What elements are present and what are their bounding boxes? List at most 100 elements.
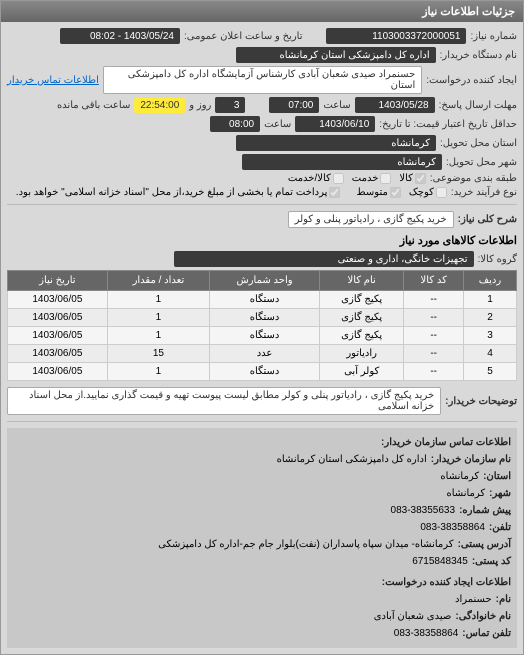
bi-name: حسنمراد bbox=[455, 591, 492, 608]
deadline-time: 07:00 bbox=[269, 97, 319, 113]
row-need-title: شرح کلی نیاز: خرید پکیج گازی ، رادیاتور … bbox=[7, 211, 517, 228]
need-title-value: خرید پکیج گازی ، رادیاتور پنلی و کولر bbox=[288, 211, 454, 228]
group-value: تجهیزات خانگی، اداری و صنعتی bbox=[174, 251, 474, 267]
need-title-label: شرح کلی نیاز: bbox=[458, 214, 517, 225]
days-label: روز و bbox=[189, 100, 211, 111]
bi-tel-label: تلفن: bbox=[489, 519, 511, 536]
contact-link[interactable]: اطلاعات تماس خریدار bbox=[7, 75, 99, 86]
table-cell: -- bbox=[404, 327, 464, 345]
validity-date: 1403/06/10 bbox=[295, 116, 375, 132]
goods-table: ردیفکد کالانام کالاواحد شمارشتعداد / مقد… bbox=[7, 270, 517, 381]
province-label: استان محل تحویل: bbox=[440, 138, 517, 149]
cb-small[interactable]: کوچک bbox=[409, 187, 447, 198]
table-cell: 1 bbox=[463, 291, 516, 309]
table-cell: 1403/06/05 bbox=[8, 309, 108, 327]
row-subject-category: طبقه بندی موضوعی: کالا خدمت کالا/خدمت bbox=[7, 173, 517, 184]
bi-addr-label: آدرس پستی: bbox=[458, 536, 511, 553]
buyer-desc-value: خرید پکیج گازی ، رادیاتور پنلی و کولر مط… bbox=[7, 387, 441, 415]
deadline-label: مهلت ارسال پاسخ: bbox=[439, 100, 517, 111]
bi-pre-label: پیش شماره: bbox=[459, 502, 511, 519]
cb-medium-label: متوسط bbox=[356, 187, 387, 198]
table-row[interactable]: 1--پکیج گازیدستگاه11403/06/05 bbox=[8, 291, 517, 309]
row-buyer-desc: توضیحات خریدار: خرید پکیج گازی ، رادیاتو… bbox=[7, 387, 517, 415]
row-need-number: شماره نیاز: 1103003372000051 تاریخ و ساع… bbox=[7, 28, 517, 44]
row-city: شهر محل تحویل: کرمانشاه bbox=[7, 154, 517, 170]
buyer-info-block: اطلاعات تماس سازمان خریدار: نام سازمان خ… bbox=[7, 428, 517, 648]
cb-service[interactable]: خدمت bbox=[352, 173, 392, 184]
table-cell: -- bbox=[404, 309, 464, 327]
buyer-section-title: اطلاعات تماس سازمان خریدار: bbox=[381, 434, 511, 451]
cb-payment[interactable]: پرداخت تمام یا بخشی از مبلغ خرید،از محل … bbox=[16, 187, 341, 198]
table-header: واحد شمارش bbox=[210, 271, 320, 291]
table-cell: دستگاه bbox=[210, 291, 320, 309]
req-section-title: اطلاعات ایجاد کننده درخواست: bbox=[382, 574, 511, 591]
announce-label: تاریخ و ساعت اعلان عمومی: bbox=[184, 31, 303, 42]
bi-prov: کرمانشاه bbox=[440, 468, 479, 485]
creator-label: ایجاد کننده درخواست: bbox=[426, 75, 517, 86]
table-cell: 4 bbox=[463, 345, 516, 363]
deadline-time-label: ساعت bbox=[323, 100, 350, 111]
separator-2 bbox=[7, 421, 517, 422]
bi-zip-label: کد پستی: bbox=[472, 553, 511, 570]
subject-cat-label: طبقه بندی موضوعی: bbox=[430, 173, 517, 184]
goods-table-head: ردیفکد کالانام کالاواحد شمارشتعداد / مقد… bbox=[8, 271, 517, 291]
cb-medium-input bbox=[390, 187, 401, 198]
table-cell: -- bbox=[404, 345, 464, 363]
bi-city-label: شهر: bbox=[489, 485, 511, 502]
days-value: 3 bbox=[215, 97, 245, 113]
table-header: تاریخ نیاز bbox=[8, 271, 108, 291]
bi-org: اداره کل دامپزشکی استان کرمانشاه bbox=[277, 451, 427, 468]
bi-city: کرمانشاه bbox=[446, 485, 485, 502]
table-cell: 5 bbox=[463, 363, 516, 381]
table-cell: دستگاه bbox=[210, 327, 320, 345]
buyer-org-value: اداره کل دامپزشکی استان کرمانشاه bbox=[236, 47, 436, 63]
table-cell: 1 bbox=[107, 309, 209, 327]
bi-prov-label: استان: bbox=[483, 468, 511, 485]
buyer-desc-label: توضیحات خریدار: bbox=[445, 396, 517, 407]
table-row[interactable]: 2--پکیج گازیدستگاه11403/06/05 bbox=[8, 309, 517, 327]
table-cell: -- bbox=[404, 291, 464, 309]
row-process-type: نوع فرآیند خرید: کوچک متوسط پرداخت تمام … bbox=[7, 187, 517, 198]
cb-goods[interactable]: کالا bbox=[399, 173, 426, 184]
table-cell: 1 bbox=[107, 363, 209, 381]
bi-name-label: نام: bbox=[496, 591, 511, 608]
panel-title: جزئیات اطلاعات نیاز bbox=[1, 1, 523, 22]
table-header: تعداد / مقدار bbox=[107, 271, 209, 291]
group-label: گروه کالا: bbox=[478, 254, 517, 265]
validity-time: 08:00 bbox=[210, 116, 260, 132]
validity-time-label: ساعت bbox=[264, 119, 291, 130]
table-cell: رادیاتور bbox=[319, 345, 403, 363]
table-cell: 1 bbox=[107, 327, 209, 345]
table-cell: کولر آبی bbox=[319, 363, 403, 381]
table-row[interactable]: 3--پکیج گازیدستگاه11403/06/05 bbox=[8, 327, 517, 345]
row-buyer-org: نام دستگاه خریدار: اداره کل دامپزشکی است… bbox=[7, 47, 517, 63]
table-header: ردیف bbox=[463, 271, 516, 291]
city-label: شهر محل تحویل: bbox=[446, 157, 517, 168]
table-row[interactable]: 5--کولر آبیدستگاه11403/06/05 bbox=[8, 363, 517, 381]
goods-table-body: 1--پکیج گازیدستگاه11403/06/052--پکیج گاز… bbox=[8, 291, 517, 381]
cb-goods-service-label: کالا/خدمت bbox=[288, 173, 331, 184]
table-row[interactable]: 4--رادیاتورعدد151403/06/05 bbox=[8, 345, 517, 363]
cb-small-input bbox=[436, 187, 447, 198]
process-type-group: کوچک متوسط bbox=[356, 187, 446, 198]
table-cell: 1 bbox=[107, 291, 209, 309]
need-details-panel: جزئیات اطلاعات نیاز شماره نیاز: 11030033… bbox=[0, 0, 524, 655]
need-no-value: 1103003372000051 bbox=[326, 28, 466, 44]
cb-service-input bbox=[380, 173, 391, 184]
cb-medium[interactable]: متوسط bbox=[356, 187, 400, 198]
process-type-label: نوع فرآیند خرید: bbox=[451, 187, 517, 198]
bi-addr: کرمانشاه- میدان سپاه پاسداران (نفت)بلوار… bbox=[158, 536, 453, 553]
remain-label: ساعت باقی مانده bbox=[57, 100, 130, 111]
table-cell: پکیج گازی bbox=[319, 309, 403, 327]
table-cell: 15 bbox=[107, 345, 209, 363]
payment-note: پرداخت تمام یا بخشی از مبلغ خرید،از محل … bbox=[16, 187, 328, 198]
cb-payment-input bbox=[329, 187, 340, 198]
bi-org-label: نام سازمان خریدار: bbox=[431, 451, 511, 468]
panel-body: شماره نیاز: 1103003372000051 تاریخ و ساع… bbox=[1, 22, 523, 654]
table-cell: 1403/06/05 bbox=[8, 327, 108, 345]
table-cell: 2 bbox=[463, 309, 516, 327]
announce-value: 1403/05/24 - 08:02 bbox=[60, 28, 180, 44]
cb-goods-service[interactable]: کالا/خدمت bbox=[288, 173, 344, 184]
table-cell: دستگاه bbox=[210, 309, 320, 327]
remain-time: 22:54:00 bbox=[134, 98, 185, 113]
